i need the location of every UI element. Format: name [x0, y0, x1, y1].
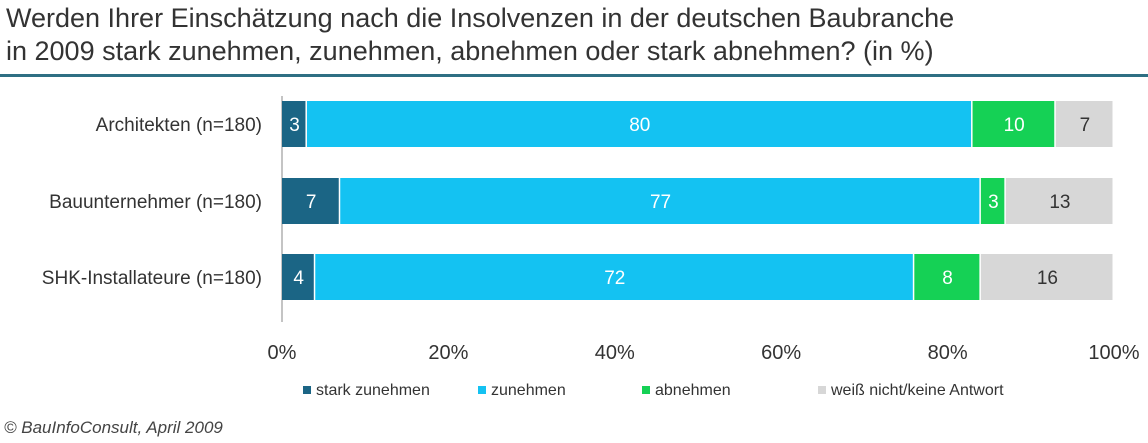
bar-segment	[980, 254, 1113, 300]
data-label: 13	[1049, 192, 1070, 213]
legend-swatch	[818, 386, 826, 394]
data-label: 8	[942, 268, 953, 289]
data-label: 72	[604, 268, 625, 289]
x-tick-label: 80%	[928, 342, 968, 364]
stacked-bar-chart: Architekten (n=180) 3 80 10 7 Bauunternehmer …	[42, 96, 1140, 399]
bar-segment	[315, 254, 913, 300]
chart-title: Werden Ihrer Einschätzung nach die Insol…	[6, 2, 1136, 68]
source-note: © BauInfoConsult, April 2009	[4, 418, 223, 437]
legend-label: zunehmen	[491, 382, 566, 399]
legend-label: abnehmen	[655, 382, 731, 399]
data-label: 77	[650, 192, 671, 213]
bar-segment	[306, 101, 972, 147]
category-label: Bauunternehmer (n=180)	[49, 192, 262, 213]
x-tick-label: 60%	[761, 342, 801, 364]
bar-segment	[282, 101, 306, 147]
bar-segment	[282, 178, 339, 224]
data-label: 16	[1037, 268, 1058, 289]
data-label: 3	[289, 115, 300, 136]
category-label: SHK-Installateure (n=180)	[42, 268, 262, 289]
x-tick-label: 0%	[268, 342, 297, 364]
x-tick-label: 100%	[1088, 342, 1139, 364]
data-label: 7	[306, 192, 317, 213]
x-tick-label: 20%	[428, 342, 468, 364]
data-label: 7	[1080, 115, 1091, 136]
bar-segment	[282, 254, 314, 300]
data-label: 80	[629, 115, 650, 136]
bar-segment	[340, 178, 980, 224]
bar-segment	[972, 101, 1055, 147]
chart-title-line-1: Werden Ihrer Einschätzung nach die Insol…	[6, 3, 955, 33]
chart-title-line-2: in 2009 stark zunehmen, zunehmen, abnehm…	[6, 36, 934, 66]
bar-segment	[914, 254, 980, 300]
category-label: Architekten (n=180)	[96, 115, 262, 136]
data-label: 3	[988, 192, 999, 213]
legend-swatch	[478, 386, 486, 394]
data-label: 10	[1004, 115, 1025, 136]
bar-segment	[1055, 101, 1113, 147]
legend-swatch	[642, 386, 650, 394]
bar-segment	[980, 178, 1005, 224]
legend-label: weiß nicht/keine Antwort	[830, 382, 1004, 399]
title-divider	[0, 74, 1148, 77]
data-label: 4	[293, 268, 304, 289]
x-tick-label: 40%	[595, 342, 635, 364]
legend-swatch	[303, 386, 311, 394]
bar-segment	[1005, 178, 1113, 224]
legend-label: stark zunehmen	[316, 382, 430, 399]
